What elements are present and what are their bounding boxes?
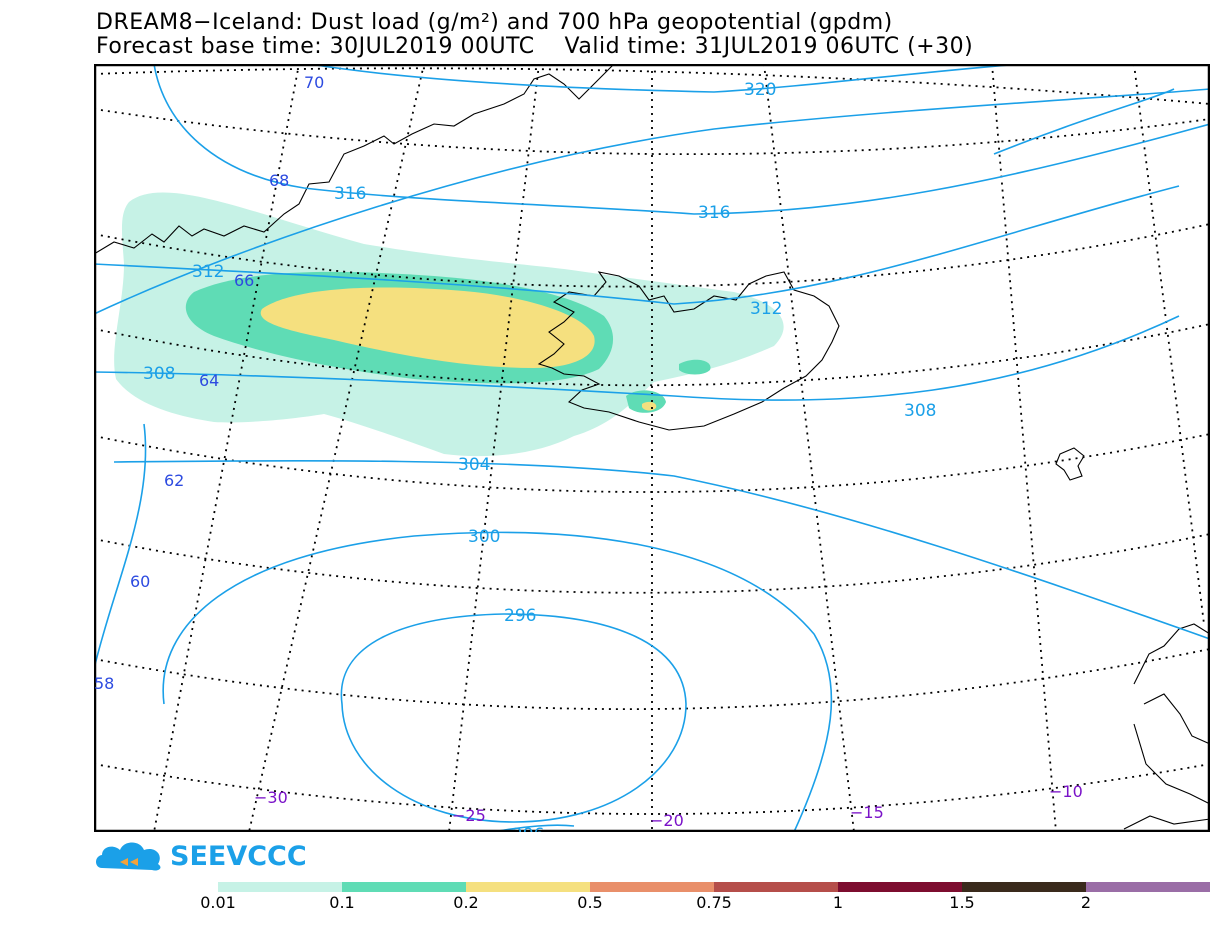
dust-area-0.1-small (626, 359, 711, 413)
longitude-label: −30 (254, 788, 288, 807)
colorbar (218, 882, 1210, 892)
colorbar-bin (342, 882, 466, 892)
longitude-label: −15 (850, 803, 884, 822)
contour-316b (94, 88, 1210, 315)
colorbar-bin (466, 882, 590, 892)
map-title: DREAM8−Iceland: Dust load (g/m²) and 700… (96, 10, 893, 35)
parallel-56 (94, 763, 1210, 815)
latitude-label: 66 (234, 271, 254, 290)
contour-312b (993, 88, 1175, 155)
contour-label: 316 (698, 203, 730, 223)
latitude-label: 62 (164, 471, 184, 490)
geopotential-contours (94, 64, 1210, 832)
scotland-coast (1123, 623, 1210, 830)
latitude-label: 58 (94, 674, 114, 693)
iceland-coast (537, 271, 840, 431)
dust-map: 320 316 316 312 312 308 308 304 300 296 296 70 68 66… (94, 64, 1210, 832)
colorbar-label: 0.1 (329, 893, 355, 912)
contour-label: 312 (750, 299, 782, 319)
colorbar-bin (1086, 882, 1210, 892)
faroe-islands (1055, 447, 1085, 481)
meridian-25 (448, 64, 540, 832)
colorbar-bin (962, 882, 1086, 892)
contour-304 (113, 459, 1210, 640)
colorbar-bin (218, 882, 342, 892)
meridian-15 (763, 64, 855, 832)
colorbar-label: 2 (1080, 893, 1092, 912)
contour-left-edge (94, 423, 147, 670)
contour-316a (153, 64, 1210, 215)
greenland-coast (94, 64, 615, 255)
colorbar-label: 0.2 (453, 893, 479, 912)
colorbar-bin (714, 882, 838, 892)
colorbar-label: 0.01 (200, 893, 236, 912)
colorbar-label: 1.5 (949, 893, 975, 912)
contour-296 (340, 613, 687, 823)
contour-label: 296 (512, 825, 544, 832)
dust-field (114, 192, 794, 457)
seevccc-logo: SEEVCCC (94, 834, 324, 878)
parallel-68 (94, 108, 1210, 156)
meridian-10 (991, 64, 1057, 832)
contour-label: 316 (334, 184, 366, 204)
meridian-35 (153, 64, 300, 832)
contour-label: 308 (904, 401, 936, 421)
cloud-icon (96, 842, 161, 871)
longitude-label: −25 (452, 806, 486, 825)
colorbar-label: 0.5 (577, 893, 603, 912)
coastlines (94, 64, 1210, 830)
colorbar-label: 0.75 (696, 893, 732, 912)
contour-label: 296 (504, 606, 536, 626)
latitude-label: 68 (269, 171, 289, 190)
longitude-label: −20 (650, 811, 684, 830)
map-subtitle: Forecast base time: 30JUL2019 00UTC Vali… (96, 34, 974, 59)
colorbar-label: 1 (832, 893, 844, 912)
latitude-label: 70 (304, 73, 324, 92)
meridian-5 (1133, 64, 1205, 625)
contour-label: 308 (143, 364, 175, 384)
map-frame (94, 64, 1210, 832)
contour-300 (162, 531, 833, 832)
contour-label: 304 (458, 455, 490, 475)
contour-308a (94, 315, 1180, 401)
parallel-70 (94, 67, 1210, 105)
graticule (94, 64, 1210, 832)
contour-label: 320 (744, 80, 776, 100)
meridian-30 (248, 64, 425, 832)
latitude-label: 60 (130, 572, 150, 591)
colorbar-bin (590, 882, 714, 892)
contour-label: 300 (468, 527, 500, 547)
contour-312a (94, 185, 1180, 305)
colorbar-bin (838, 882, 962, 892)
latitude-label: 64 (199, 371, 219, 390)
logo-text: SEEVCCC (170, 841, 307, 872)
contour-label: 312 (192, 262, 224, 282)
contour-320 (308, 64, 1031, 93)
longitude-label: −10 (1049, 782, 1083, 801)
